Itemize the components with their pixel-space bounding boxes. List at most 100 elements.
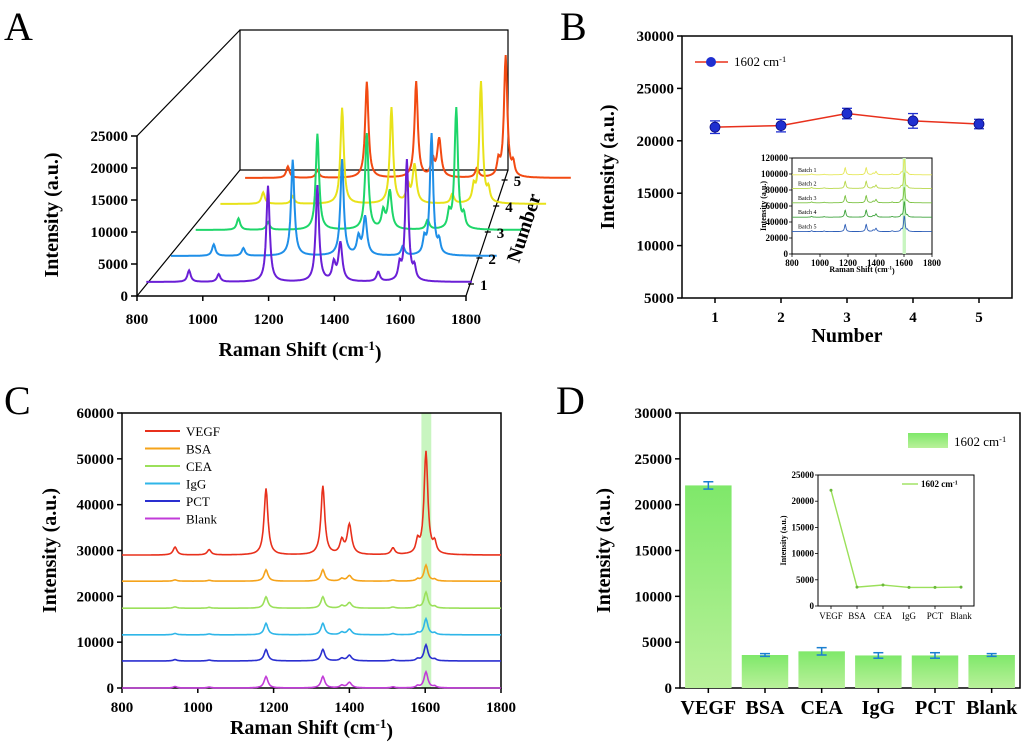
- inset-legend-label-d: 1602 cm-1: [921, 479, 958, 489]
- y-tick-label-d: 30000: [635, 406, 673, 422]
- spectrum-c-vegf: [122, 450, 501, 556]
- legend-label-c: Blank: [186, 512, 218, 527]
- legend-marker-b: [706, 57, 716, 67]
- y-tick-label-b: 25000: [637, 81, 675, 97]
- inset-y-tick-label-d: 5000: [796, 575, 815, 585]
- y-tick-label-a: 25000: [91, 129, 129, 145]
- inset-y-tick-label-d: 15000: [792, 522, 815, 532]
- x-category-label-d: BSA: [746, 697, 785, 719]
- inset-x-label-d: BSA: [848, 611, 866, 621]
- inset-y-tick-label-b: 60000: [766, 201, 789, 211]
- inset-spectrum-b: [792, 201, 932, 218]
- y-tick-label-c: 60000: [77, 406, 115, 422]
- waterfall-series-1: [146, 158, 472, 283]
- x-category-label-d: Blank: [966, 697, 1018, 719]
- y-tick-label-a: 10000: [91, 225, 129, 241]
- inset-x-tick-label-b: 800: [785, 258, 799, 268]
- depth-edge-right-a: [465, 169, 509, 297]
- bar-igg: [855, 655, 902, 688]
- inset-highlight-b: [902, 158, 906, 254]
- x-axis-label-b: Number: [811, 325, 882, 347]
- bar-blank: [968, 655, 1015, 688]
- y-tick-label-d: 5000: [642, 635, 672, 651]
- x-axis-label-a-close: ): [375, 342, 382, 364]
- y-tick-label-c: 10000: [77, 635, 115, 651]
- legend-label-b-sup: -1: [779, 54, 786, 64]
- z-tick-label-a: 2: [488, 252, 496, 268]
- x-axis-label-c-text: Raman Shift (cm: [230, 717, 376, 739]
- y-tick-label-d: 15000: [635, 544, 673, 560]
- inset-x-label-b-text: Raman Shift (cm: [829, 265, 888, 274]
- x-category-label-d: VEGF: [681, 697, 737, 719]
- inset-y-tick-label-b: 40000: [766, 217, 789, 227]
- y-tick-label-b: 5000: [644, 291, 674, 307]
- y-tick-label-d: 20000: [635, 498, 673, 514]
- y-tick-label-d: 25000: [635, 452, 673, 468]
- x-tick-label-c: 1400: [334, 700, 364, 716]
- panel-a-waterfall: 0 5000 10000 15000 20000 25000 800 1000 1200 1400…: [41, 29, 571, 364]
- x-tick-label-b: 4: [909, 310, 917, 326]
- panel-label-b: B: [560, 4, 587, 49]
- inset-series-label-b: Batch 3: [798, 196, 817, 202]
- x-tick-label-a: 1000: [188, 312, 218, 328]
- inset-series-label-b: Batch 1: [798, 168, 817, 174]
- x-tick-label-c: 800: [111, 700, 134, 716]
- y-axis-label-a: Intensity (a.u.): [41, 152, 63, 277]
- x-tick-label-c: 1600: [410, 700, 440, 716]
- y-axis-label-b: Intensity (a.u.): [597, 104, 619, 229]
- y-tick-label-c: 20000: [77, 589, 115, 605]
- inset-x-label-b-sup: -1: [888, 266, 893, 272]
- inset-y-tick-label-d: 25000: [792, 470, 815, 480]
- inset-y-tick-label-d: 20000: [792, 496, 815, 506]
- inset-point-d: [933, 585, 937, 589]
- y-tick-label-a: 15000: [91, 193, 129, 209]
- data-point-b: [973, 118, 985, 130]
- inset-y-tick-label-b: 20000: [766, 233, 789, 243]
- x-axis-label-a-sup: -1: [364, 338, 375, 353]
- x-tick-label-a: 1600: [385, 312, 415, 328]
- x-tick-label-b: 2: [777, 310, 785, 326]
- legend-label-c: VEGF: [186, 424, 220, 439]
- inset-point-d: [881, 583, 885, 587]
- x-tick-label-c: 1000: [183, 700, 213, 716]
- inset-spectrum-b: [792, 172, 932, 189]
- inset-x-label-d: VEGF: [819, 611, 843, 621]
- panel-label-c: C: [4, 378, 31, 423]
- inset-spectrum-b: [792, 158, 932, 176]
- y-tick-label-d: 0: [665, 681, 673, 697]
- x-tick-label-a: 1400: [319, 312, 349, 328]
- z-tick-label-a: 5: [514, 174, 522, 190]
- inset-series-label-b: Batch 5: [798, 225, 817, 231]
- inset-x-label-b-close: ): [892, 266, 895, 275]
- y-tick-label-c: 50000: [77, 452, 115, 468]
- inset-y-label-d: Intensity (a.u.): [779, 515, 788, 565]
- inset-series-label-b: Batch 4: [798, 210, 817, 216]
- y-tick-label-a: 5000: [98, 257, 128, 273]
- data-point-b: [709, 121, 721, 133]
- inset-y-tick-label-b: 120000: [761, 153, 789, 163]
- inset-point-d: [959, 585, 963, 589]
- inset-spectrum-b: [792, 186, 932, 204]
- waterfall-series-4: [220, 80, 547, 205]
- x-tick-label-a: 1200: [254, 312, 284, 328]
- inset-x-tick-label-b: 1000: [811, 258, 830, 268]
- legend-label-c: IgG: [186, 477, 206, 492]
- legend-label-c: BSA: [186, 442, 212, 457]
- waterfall-series-2: [171, 132, 497, 257]
- x-tick-label-b: 5: [975, 310, 983, 326]
- legend-swatch-d: [908, 433, 948, 448]
- legend-label-c: CEA: [186, 459, 213, 474]
- inset-point-d: [855, 585, 859, 589]
- inset-x-label-d: PCT: [927, 611, 944, 621]
- x-category-label-d: IgG: [862, 697, 896, 719]
- y-tick-label-b: 10000: [637, 239, 675, 255]
- y-axis-label-c: Intensity (a.u.): [39, 488, 61, 613]
- data-point-b: [841, 108, 853, 119]
- x-tick-label-b: 3: [843, 310, 851, 326]
- inset-x-label-b: Raman Shift (cm-1): [829, 265, 895, 275]
- inset-x-tick-label-b: 1200: [839, 258, 858, 268]
- highlight-band-c: [421, 413, 432, 688]
- inset-y-tick-label-d: 10000: [792, 549, 815, 559]
- legend-label-d-text: 1602 cm: [954, 434, 999, 449]
